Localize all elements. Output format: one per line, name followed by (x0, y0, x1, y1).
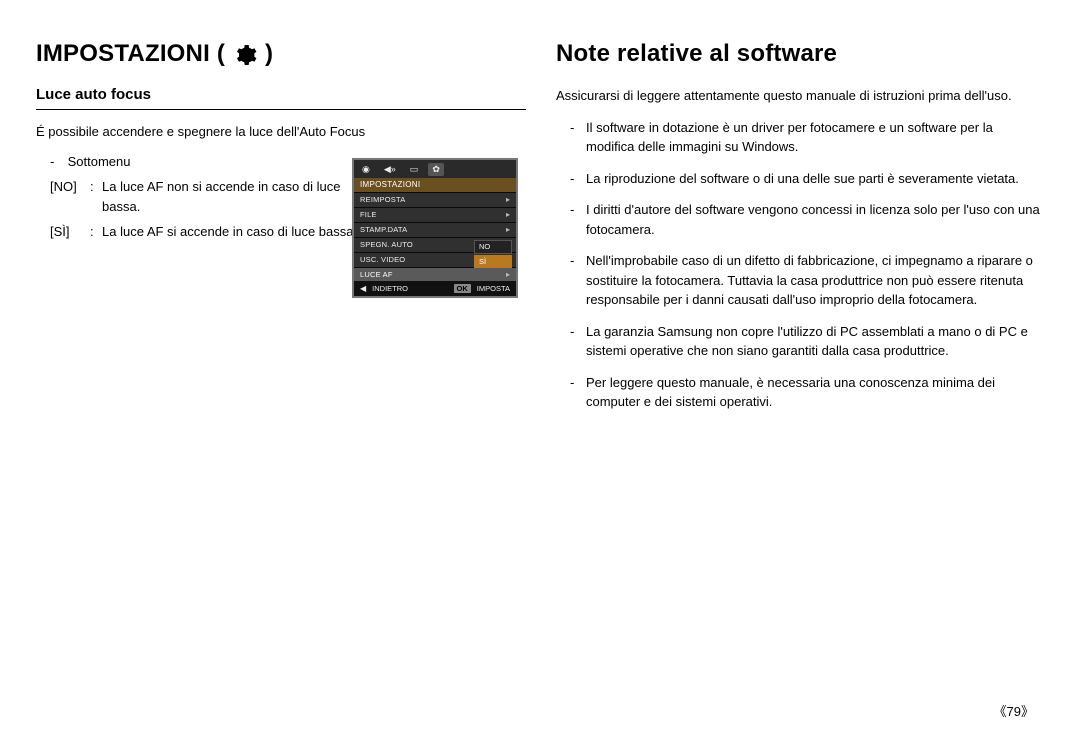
af-description: É possibile accendere e spegnere la luce… (36, 122, 526, 142)
lcd-tab-camera-icon: ◉ (358, 163, 374, 176)
lcd-menu-row: STAMP.DATA▸ (354, 222, 516, 237)
submenu-row: [SÌ]:La luce AF si accende in caso di lu… (50, 222, 370, 242)
lcd-sub-option: SÌ (474, 255, 512, 269)
software-intro: Assicurarsi di leggere attentamente ques… (556, 86, 1044, 106)
lcd-row-label: REIMPOSTA (360, 196, 506, 204)
bullet-dash: - (570, 373, 586, 412)
lcd-row-arrow-icon: ▸ (506, 271, 510, 279)
lcd-menu-row: REIMPOSTA▸ (354, 192, 516, 207)
lcd-row-label: LUCE AF (360, 271, 506, 279)
bullet-row: -Per leggere questo manuale, è necessari… (556, 373, 1044, 412)
submenu-val: La luce AF si accende in caso di luce ba… (102, 222, 370, 242)
impostazioni-heading: IMPOSTAZIONI ( ) (36, 40, 526, 68)
bullet-dash: - (570, 322, 586, 361)
bullet-row: -Il software in dotazione è un driver pe… (556, 118, 1044, 157)
submenu-key: [NO] (50, 177, 90, 216)
software-notes-heading: Note relative al software (556, 40, 1044, 68)
bullet-dash: - (570, 251, 586, 310)
dash: - (50, 152, 64, 172)
bullet-dash: - (570, 169, 586, 189)
lcd-row-label: FILE (360, 211, 506, 219)
submenu-row: [NO]:La luce AF non si accende in caso d… (50, 177, 370, 216)
submenu-colon: : (90, 177, 102, 216)
lcd-ok-label: OK (454, 284, 471, 294)
lcd-submenu: NOSÌ (474, 240, 512, 269)
lcd-back-icon: ◀ (360, 285, 366, 293)
bullet-row: -I diritti d'autore del software vengono… (556, 200, 1044, 239)
submenu-key: [SÌ] (50, 222, 90, 242)
bullet-row: -La garanzia Samsung non copre l'utilizz… (556, 322, 1044, 361)
lcd-menu-row: LUCE AF▸ (354, 267, 516, 282)
bullet-row: -La riproduzione del software o di una d… (556, 169, 1044, 189)
lcd-tab-sound-icon: ◀» (380, 163, 400, 176)
submenu-colon: : (90, 222, 102, 242)
bullet-dash: - (570, 118, 586, 157)
bullet-text: Per leggere questo manuale, è necessaria… (586, 373, 1044, 412)
bullet-text: I diritti d'autore del software vengono … (586, 200, 1044, 239)
lcd-sub-option: NO (474, 240, 512, 254)
camera-lcd-mockup: ◉ ◀» ▭ ✿ IMPOSTAZIONI REIMPOSTA▸FILE▸STA… (352, 158, 518, 298)
lcd-row-arrow-icon: ▸ (506, 196, 510, 204)
gear-icon (233, 40, 257, 68)
submenu-label-text: Sottomenu (68, 154, 131, 169)
lcd-row-label: STAMP.DATA (360, 226, 506, 234)
bullet-text: La garanzia Samsung non copre l'utilizzo… (586, 322, 1044, 361)
lcd-back-label: INDIETRO (372, 285, 408, 293)
manual-page: IMPOSTAZIONI ( ) Luce auto focus É possi… (0, 0, 1080, 444)
bullet-text: Nell'improbabile caso di un difetto di f… (586, 251, 1044, 310)
bullet-row: -Nell'improbabile caso di un difetto di … (556, 251, 1044, 310)
software-bullets: -Il software in dotazione è un driver pe… (556, 118, 1044, 412)
heading-text-open: IMPOSTAZIONI ( (36, 40, 225, 68)
bullet-text: La riproduzione del software o di una de… (586, 169, 1044, 189)
heading-text-close: ) (265, 40, 273, 68)
luce-auto-focus-heading: Luce auto focus (36, 86, 526, 110)
lcd-section-header: IMPOSTAZIONI (354, 178, 516, 192)
page-number: 《79》 (994, 701, 1034, 720)
lcd-set-label: IMPOSTA (477, 285, 510, 293)
right-column: Note relative al software Assicurarsi di… (556, 40, 1044, 424)
bullet-text: Il software in dotazione è un driver per… (586, 118, 1044, 157)
lcd-row-arrow-icon: ▸ (506, 226, 510, 234)
lcd-tab-bar: ◉ ◀» ▭ ✿ (354, 160, 516, 178)
lcd-tab-settings-icon: ✿ (428, 163, 444, 176)
submenu-val: La luce AF non si accende in caso di luc… (102, 177, 370, 216)
bullet-dash: - (570, 200, 586, 239)
lcd-footer: ◀ INDIETRO OK IMPOSTA (354, 281, 516, 296)
lcd-menu-row: FILE▸ (354, 207, 516, 222)
lcd-row-arrow-icon: ▸ (506, 211, 510, 219)
lcd-tab-display-icon: ▭ (406, 163, 423, 176)
